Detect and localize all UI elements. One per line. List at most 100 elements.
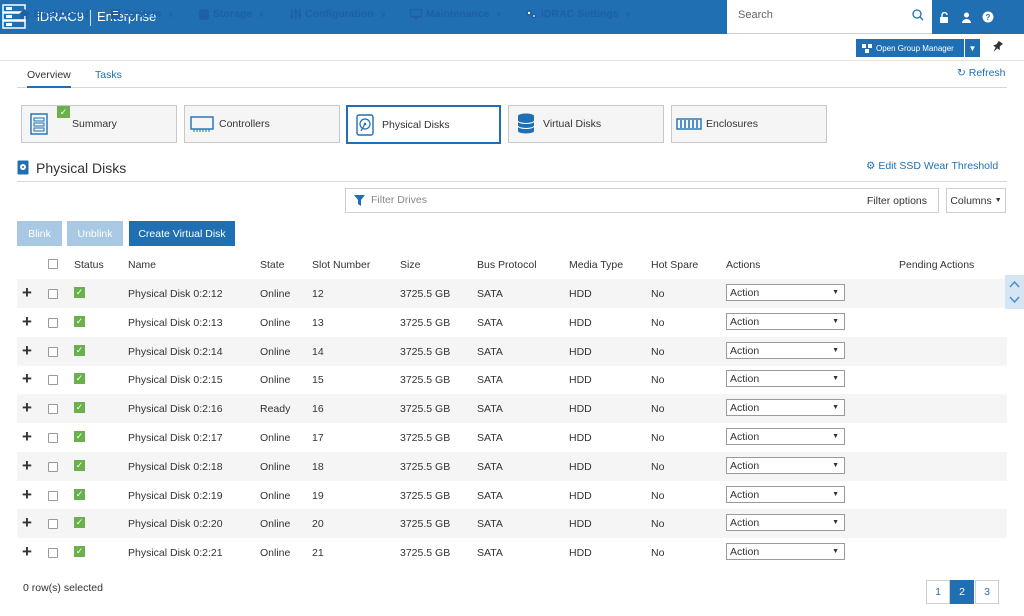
action-select[interactable]: Action ▼ [726, 342, 845, 359]
action-select[interactable]: Action ▼ [726, 543, 845, 560]
select-all-checkbox[interactable] [48, 259, 58, 269]
row-checkbox[interactable] [48, 318, 58, 328]
expand-row-icon[interactable]: + [22, 341, 32, 360]
disk-state: Online [260, 374, 291, 386]
expand-row-icon[interactable]: + [22, 513, 32, 532]
col-name[interactable]: Name [128, 259, 157, 271]
row-checkbox[interactable] [48, 289, 58, 299]
card-enclosures[interactable]: Enclosures [671, 105, 827, 143]
disk-hot-spare: No [651, 432, 665, 444]
expand-row-icon[interactable]: + [22, 369, 32, 388]
disk-size: 3725.5 GB [400, 547, 451, 559]
table-row: + ✓ Physical Disk 0:2:19 Online 19 3725.5 GB S… [17, 481, 1007, 510]
search-icon[interactable] [912, 9, 924, 24]
nav-dashboard[interactable]: Dashboard [19, 8, 89, 20]
virtual-disk-icon [509, 113, 543, 135]
nav-configuration[interactable]: Configuration ∨ [290, 8, 386, 20]
action-select-value: Action [730, 545, 760, 558]
col-bus-protocol[interactable]: Bus Protocol [477, 259, 537, 271]
disk-bus-protocol: SATA [477, 346, 503, 358]
disk-state: Online [260, 317, 291, 329]
nav-storage[interactable]: Storage ∨ [199, 8, 265, 20]
card-enclosures-label: Enclosures [706, 118, 758, 130]
refresh-link[interactable]: ↻ Refresh [957, 67, 1006, 79]
col-media-type[interactable]: Media Type [569, 259, 624, 271]
expand-row-icon[interactable]: + [22, 283, 32, 302]
card-physical-disks[interactable]: Physical Disks [346, 105, 501, 144]
expand-row-icon[interactable]: + [22, 485, 32, 504]
table-row: + ✓ Physical Disk 0:2:14 Online 14 3725.5 GB S… [17, 337, 1007, 366]
nav-system[interactable]: System ∨ [111, 8, 174, 20]
row-checkbox[interactable] [48, 375, 58, 385]
action-select[interactable]: Action ▼ [726, 313, 845, 330]
expand-row-icon[interactable]: + [22, 398, 32, 417]
server-icon [111, 9, 120, 19]
col-slot-number[interactable]: Slot Number [312, 259, 371, 271]
table-row: + ✓ Physical Disk 0:2:15 Online 15 3725.5 GB S… [17, 365, 1007, 394]
gear-icon: ⚙ [866, 160, 876, 172]
expand-row-icon[interactable]: + [22, 456, 32, 475]
nav-idrac-settings[interactable]: iDRAC Settings ∨ [525, 8, 631, 20]
expand-row-icon[interactable]: + [22, 542, 32, 561]
row-checkbox[interactable] [48, 548, 58, 558]
page-3-button[interactable]: 3 [975, 580, 999, 604]
nav-system-label: System [124, 8, 162, 20]
chevron-down-icon: ∨ [167, 8, 174, 19]
col-size[interactable]: Size [400, 259, 421, 271]
card-virtual-disks[interactable]: Virtual Disks [508, 105, 664, 143]
col-status[interactable]: Status [74, 259, 104, 271]
scroll-indicator[interactable] [1005, 275, 1024, 309]
blink-button[interactable]: Blink [17, 221, 62, 246]
action-select[interactable]: Action ▼ [726, 399, 845, 416]
action-select[interactable]: Action ▼ [726, 514, 845, 531]
tab-tasks[interactable]: Tasks [95, 69, 122, 81]
unblink-button[interactable]: Unblink [67, 221, 123, 246]
action-select[interactable]: Action ▼ [726, 284, 845, 301]
col-state[interactable]: State [260, 259, 285, 271]
help-icon[interactable]: ? [977, 0, 999, 34]
row-checkbox[interactable] [48, 433, 58, 443]
filter-drives-input[interactable] [371, 194, 821, 206]
open-group-manager-label: Open Group Manager [876, 43, 954, 53]
disk-hot-spare: No [651, 490, 665, 502]
row-checkbox[interactable] [48, 347, 58, 357]
row-checkbox[interactable] [48, 404, 58, 414]
user-icon[interactable] [955, 0, 977, 34]
edit-ssd-wear-threshold-link[interactable]: ⚙ Edit SSD Wear Threshold [866, 160, 998, 172]
columns-dropdown[interactable]: Columns ▼ [946, 188, 1006, 213]
pin-icon[interactable] [991, 40, 1003, 57]
tab-overview[interactable]: Overview [27, 69, 71, 88]
disk-slot: 16 [312, 403, 324, 415]
table-row: + ✓ Physical Disk 0:2:17 Online 17 3725.5 GB S… [17, 423, 1007, 452]
table-row: + ✓ Physical Disk 0:2:12 Online 12 3725.5 GB S… [17, 279, 1007, 308]
expand-row-icon[interactable]: + [22, 312, 32, 331]
group-manager-dropdown-button[interactable]: ▼ [964, 39, 980, 57]
action-select[interactable]: Action ▼ [726, 486, 845, 503]
card-controllers[interactable]: Controllers [184, 105, 340, 143]
caret-down-icon: ▼ [832, 289, 839, 296]
row-checkbox[interactable] [48, 462, 58, 472]
action-select[interactable]: Action ▼ [726, 370, 845, 387]
page-2-button[interactable]: 2 [950, 580, 974, 604]
page-1-button[interactable]: 1 [926, 580, 950, 604]
action-select[interactable]: Action ▼ [726, 428, 845, 445]
caret-down-icon: ▼ [832, 375, 839, 382]
expand-row-icon[interactable]: + [22, 427, 32, 446]
create-virtual-disk-button[interactable]: Create Virtual Disk [129, 221, 235, 246]
disk-slot: 21 [312, 547, 324, 559]
unlock-icon[interactable] [933, 0, 955, 34]
search-input[interactable] [738, 9, 898, 21]
open-group-manager-button[interactable]: Open Group Manager [856, 39, 964, 57]
status-ok-icon: ✓ [74, 517, 85, 528]
disk-slot: 13 [312, 317, 324, 329]
filter-options-button[interactable]: Filter options [866, 195, 927, 207]
disk-media-type: HDD [569, 403, 592, 415]
action-select[interactable]: Action ▼ [726, 457, 845, 474]
col-hot-spare[interactable]: Hot Spare [651, 259, 699, 271]
row-checkbox[interactable] [48, 519, 58, 529]
disk-name: Physical Disk 0:2:12 [128, 288, 223, 300]
page-title: Physical Disks [36, 160, 127, 176]
card-summary[interactable]: ✓ Summary [21, 105, 177, 143]
nav-maintenance[interactable]: Maintenance ∨ [410, 8, 502, 20]
row-checkbox[interactable] [48, 491, 58, 501]
